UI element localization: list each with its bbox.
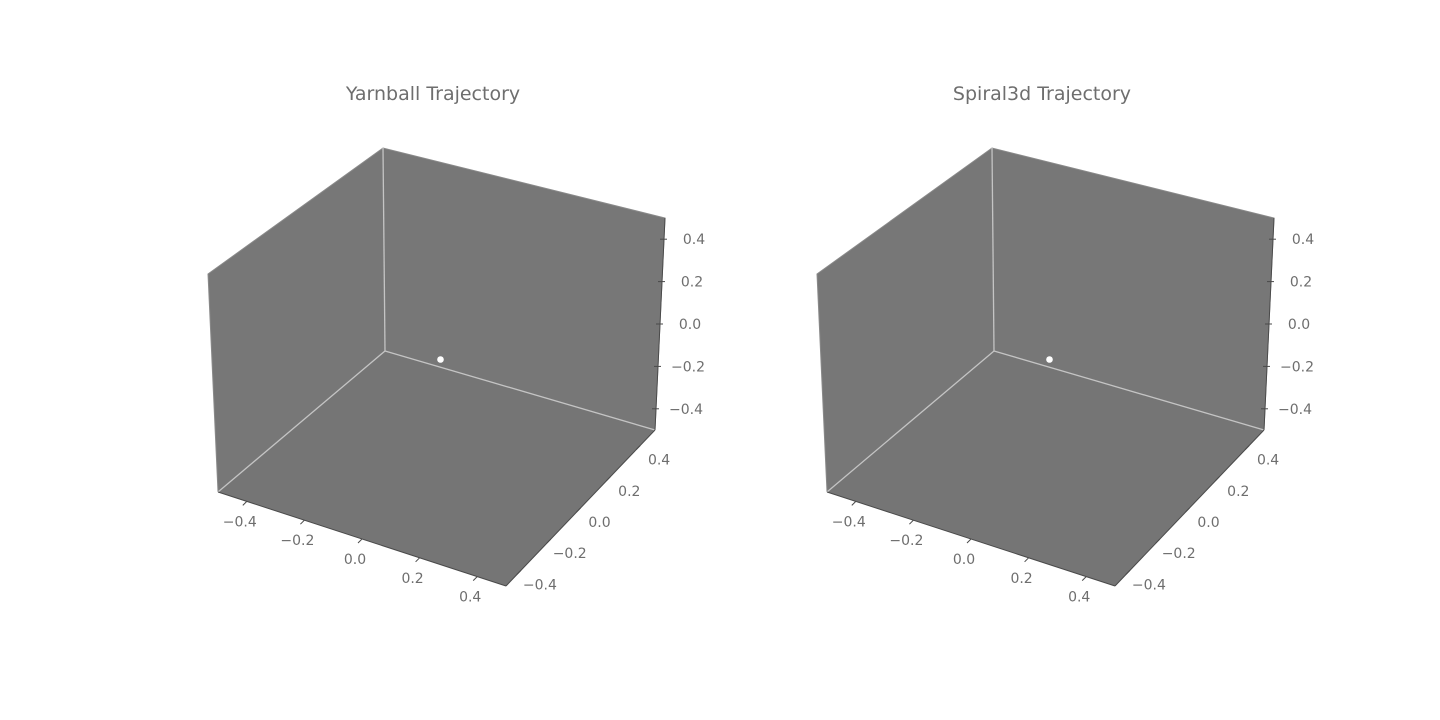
z-tick-label: 0.4 xyxy=(1292,232,1314,248)
pane-edge-left xyxy=(826,350,995,493)
x-tick-label: 0.4 xyxy=(459,590,481,606)
y-tick-label: −0.4 xyxy=(1132,577,1166,593)
pane-edge-left xyxy=(217,350,386,493)
pane-edge-vertical xyxy=(991,147,995,352)
left-pane xyxy=(817,148,994,492)
y-tick-mark xyxy=(576,507,581,513)
y-tick-mark xyxy=(1214,476,1220,482)
z-tick-label: 0.0 xyxy=(1288,317,1310,333)
x-tick-label: −0.4 xyxy=(223,514,257,530)
x-tick-mark xyxy=(1024,557,1029,563)
z-tick-label: 0.2 xyxy=(1290,275,1312,291)
chart-title: Spiral3d Trajectory xyxy=(953,83,1131,105)
pane-edge-vertical xyxy=(382,147,386,352)
y-tick-mark xyxy=(605,476,611,482)
x-tick-label: 0.2 xyxy=(401,571,423,587)
x-tick-label: −0.2 xyxy=(280,533,314,549)
y-tick-mark xyxy=(546,538,552,544)
y-tick-label: 0.4 xyxy=(1257,453,1279,469)
y-tick-label: 0.0 xyxy=(588,515,610,531)
y-tick-label: 0.2 xyxy=(618,484,640,500)
pane-edge-right xyxy=(384,350,656,431)
y-tick-label: 0.4 xyxy=(648,453,670,469)
y-tick-mark xyxy=(516,570,522,575)
x-tick-mark xyxy=(909,519,914,525)
x-tick-mark xyxy=(851,501,857,506)
z-tick-label: 0.4 xyxy=(683,232,705,248)
x-tick-label: 0.4 xyxy=(1068,590,1090,606)
x-tick-mark xyxy=(966,538,972,544)
yarnball-plot: −0.4−0.20.00.20.4−0.4−0.20.00.20.4−0.4−0… xyxy=(207,83,705,606)
y-tick-label: 0.0 xyxy=(1197,515,1219,531)
spiral3d-plot: −0.4−0.20.00.20.4−0.4−0.20.00.20.4−0.4−0… xyxy=(816,83,1314,606)
back-pane xyxy=(992,148,1274,430)
chart-title: Yarnball Trajectory xyxy=(345,83,520,105)
x-tick-label: 0.2 xyxy=(1010,571,1032,587)
z-tick-label: 0.0 xyxy=(679,317,701,333)
y-tick-label: −0.2 xyxy=(1162,546,1196,562)
y-tick-mark xyxy=(1244,445,1250,450)
x-tick-mark xyxy=(1081,576,1087,581)
x-tick-mark xyxy=(357,538,363,544)
x-tick-mark xyxy=(472,576,478,581)
z-tick-label: −0.2 xyxy=(1280,359,1314,375)
x-tick-mark xyxy=(242,501,248,506)
x-tick-label: 0.0 xyxy=(344,552,366,568)
x-tick-mark xyxy=(300,519,305,525)
y-tick-label: −0.2 xyxy=(553,546,587,562)
trajectory-point xyxy=(437,356,444,363)
y-tick-mark xyxy=(1155,538,1161,544)
y-tick-mark xyxy=(1125,570,1131,575)
y-tick-mark xyxy=(635,445,641,450)
x-tick-label: −0.2 xyxy=(889,533,923,549)
x-tick-mark xyxy=(415,557,420,563)
pane-edge-right xyxy=(993,350,1265,431)
left-pane xyxy=(208,148,385,492)
y-tick-label: 0.2 xyxy=(1227,484,1249,500)
y-tick-mark xyxy=(1185,507,1190,513)
x-tick-label: 0.0 xyxy=(953,552,975,568)
y-tick-label: −0.4 xyxy=(523,577,557,593)
z-tick-label: −0.4 xyxy=(1278,402,1312,418)
z-tick-label: −0.2 xyxy=(671,359,705,375)
z-tick-label: −0.4 xyxy=(669,402,703,418)
z-tick-label: 0.2 xyxy=(681,275,703,291)
x-tick-label: −0.4 xyxy=(832,514,866,530)
back-pane xyxy=(383,148,665,430)
trajectory-point xyxy=(1046,356,1053,363)
